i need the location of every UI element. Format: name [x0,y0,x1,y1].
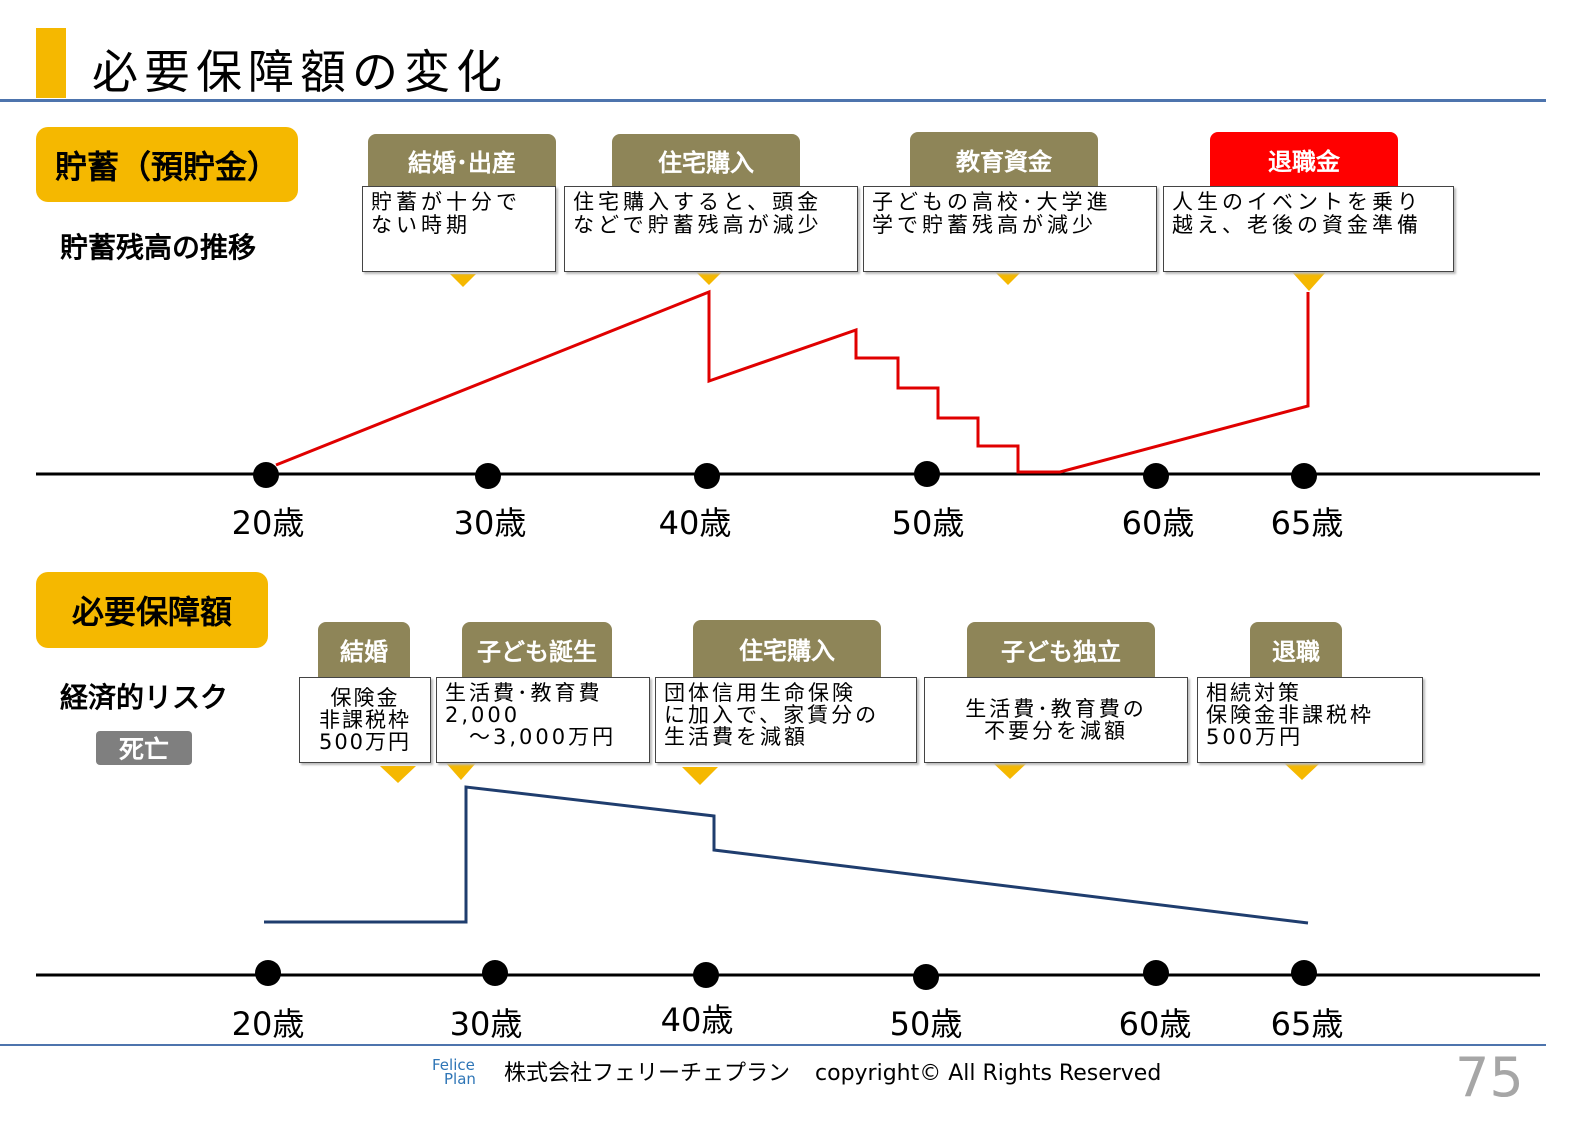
coverage-age-label: 60歳 [1118,1005,1192,1043]
coverage-age-label: 20歳 [231,1005,305,1043]
savings-age-dot [1143,463,1169,489]
footer-credit: 株式会社フェリーチェプラン copyright© All Rights Rese… [504,1055,1161,1087]
savings-badge: 貯蓄（預貯金） [36,127,298,202]
event-tab-home-purchase-coverage: 住宅購入 [693,620,881,677]
event-note-child-birth: 生活費･教育費 2,000 ～3,000万円 [436,677,650,763]
callout-pointer [450,274,476,287]
company-name: 株式会社フェリーチェプラン [504,1061,791,1086]
page-title: 必要保障額の変化 [92,45,508,99]
coverage-age-dot [693,962,719,988]
event-note-education: 子どもの高校･大学進 学で貯蓄残高が減少 [863,186,1157,272]
event-note-child-independence: 生活費･教育費の 不要分を減額 [924,677,1188,763]
event-tab-retirement: 退職 [1250,622,1342,677]
coverage-badge: 必要保障額 [36,572,268,648]
event-tab-retirement-allowance: 退職金 [1210,132,1398,186]
page-number: 75 [1455,1046,1524,1109]
savings-age-dot [253,462,279,488]
event-note-home-purchase: 住宅購入すると、頭金 などで貯蓄残高が減少 [564,186,858,272]
event-tab-child-independence: 子ども独立 [967,622,1155,677]
callout-pointer [1284,763,1320,780]
event-note-marriage: 保険金 非課税枠 500万円 [299,677,431,763]
callout-pointer [1292,272,1326,291]
coverage-age-dot [255,960,281,986]
savings-subtitle: 貯蓄残高の推移 [60,231,257,264]
savings-age-dot [914,461,940,487]
savings-age-label: 40歳 [658,504,732,542]
savings-age-label: 60歳 [1121,504,1195,542]
callout-pointer [380,766,416,783]
coverage-age-label: 30歳 [449,1005,523,1043]
savings-balance-line [275,289,1310,474]
logo-line2: Plan [444,1070,476,1088]
event-tab-child-birth: 子ども誕生 [462,622,612,677]
coverage-age-dot [1143,960,1169,986]
event-tab-marriage-birth: 結婚･出産 [368,134,556,186]
event-note-retirement-allowance: 人生のイベントを乗り 越え、老後の資金準備 [1163,186,1454,272]
coverage-age-dot [913,964,939,990]
risk-tag-death: 死亡 [96,731,192,765]
copyright: copyright© All Rights Reserved [815,1061,1162,1086]
footer-rule [0,1044,1546,1046]
coverage-age-dot [482,960,508,986]
savings-age-label: 50歳 [891,504,965,542]
company-logo: Felice Plan [432,1056,476,1088]
event-note-home-purchase-coverage: 団体信用生命保険 に加入で、家賃分の 生活費を減額 [655,677,917,763]
coverage-age-label: 40歳 [660,1001,734,1039]
coverage-age-label: 65歳 [1270,1005,1344,1043]
event-note-retirement: 相続対策 保険金非課税枠 500万円 [1197,677,1423,763]
callout-pointer [995,272,1021,285]
event-note-marriage-birth: 貯蓄が十分で ない時期 [362,186,556,272]
coverage-age-label: 50歳 [889,1005,963,1043]
event-tab-home-purchase: 住宅購入 [612,134,800,186]
savings-age-dot [1291,463,1317,489]
callout-pointer [682,767,718,785]
savings-age-label: 65歳 [1270,504,1344,542]
event-tab-marriage: 結婚 [318,622,410,677]
title-accent-bar [36,28,66,98]
savings-age-dot [694,463,720,489]
logo-line1: Felice [432,1056,475,1074]
coverage-age-dot [1291,960,1317,986]
coverage-need-line [264,785,1309,925]
savings-age-label: 30歳 [453,504,527,542]
header-rule [0,99,1546,102]
callout-pointer [992,762,1028,779]
coverage-subtitle: 経済的リスク [60,681,229,714]
savings-age-label: 20歳 [231,504,305,542]
event-tab-education: 教育資金 [910,132,1098,186]
callout-pointer [446,763,476,780]
callout-pointer [696,272,722,285]
savings-age-dot [475,463,501,489]
